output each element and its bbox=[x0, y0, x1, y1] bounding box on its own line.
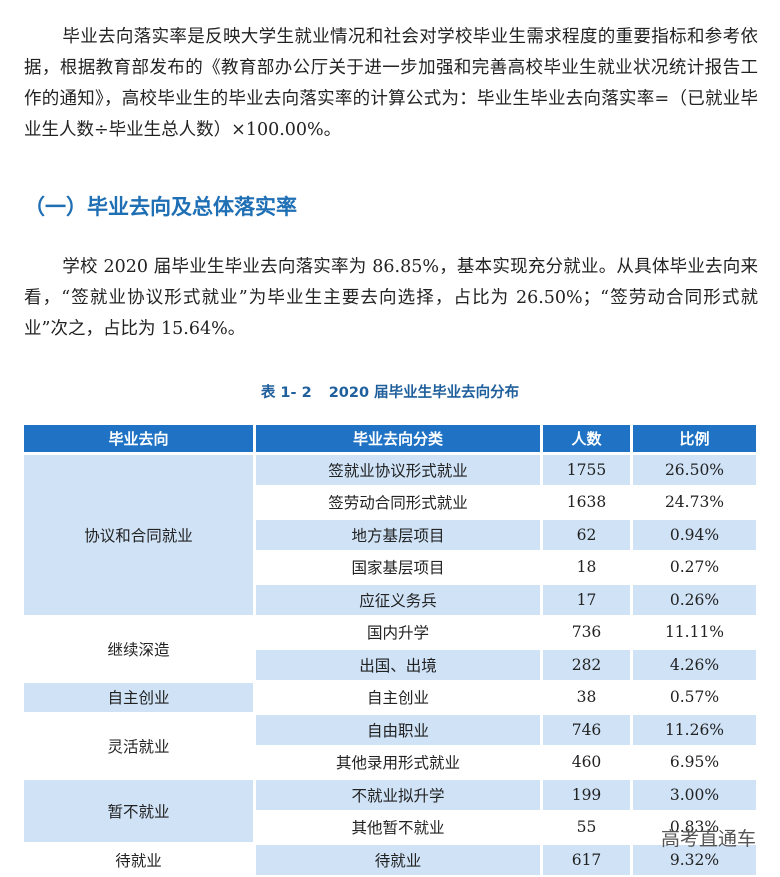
group-agreement-contract: 协议和合同就业 bbox=[24, 455, 253, 615]
table-cell-category: 出国、出境 bbox=[256, 650, 540, 680]
table-cell-ratio: 11.26% bbox=[633, 715, 756, 745]
table-cell-category: 国家基层项目 bbox=[256, 552, 540, 582]
table-cell-count: 55 bbox=[543, 812, 630, 842]
table-cell-category: 应征义务兵 bbox=[256, 585, 540, 615]
table-cell-count: 38 bbox=[543, 682, 630, 712]
table-cell-ratio: 3.00% bbox=[633, 780, 756, 810]
table-cell-count: 199 bbox=[543, 780, 630, 810]
table-cell-category: 国内升学 bbox=[256, 617, 540, 647]
table-cell-count: 1755 bbox=[543, 455, 630, 485]
table-cell-ratio: 0.94% bbox=[633, 520, 756, 550]
table-cell-count: 17 bbox=[543, 585, 630, 615]
table-cell-count: 460 bbox=[543, 747, 630, 777]
header-ratio: 比例 bbox=[633, 425, 756, 452]
group-further-study: 继续深造 bbox=[24, 617, 253, 680]
table-cell-count: 18 bbox=[543, 552, 630, 582]
group-self-employed: 自主创业 bbox=[24, 682, 253, 712]
table-cell-count: 282 bbox=[543, 650, 630, 680]
table-cell-ratio: 9.32% bbox=[633, 845, 756, 875]
table-cell-ratio: 24.73% bbox=[633, 487, 756, 517]
header-count: 人数 bbox=[543, 425, 630, 452]
watermark: 高考直通车 bbox=[660, 828, 756, 850]
table-cell-count: 746 bbox=[543, 715, 630, 745]
table-cell-ratio: 0.27% bbox=[633, 552, 756, 582]
table-cell-count: 617 bbox=[543, 845, 630, 875]
table-cell-ratio: 11.11% bbox=[633, 617, 756, 647]
table-cell-count: 62 bbox=[543, 520, 630, 550]
table-cell-category: 其他暂不就业 bbox=[256, 812, 540, 842]
table-cell-ratio: 0.83% bbox=[633, 812, 756, 842]
table-cell-count: 1638 bbox=[543, 487, 630, 517]
table-cell-ratio: 0.57% bbox=[633, 682, 756, 712]
group-not-employed: 暂不就业 bbox=[24, 780, 253, 842]
table-cell-ratio: 0.26% bbox=[633, 585, 756, 615]
table-cell-ratio: 6.95% bbox=[633, 747, 756, 777]
table-cell-category: 签劳动合同形式就业 bbox=[256, 487, 540, 517]
table-cell-count: 736 bbox=[543, 617, 630, 647]
section-title: （一）毕业去向及总体落实率 bbox=[24, 195, 297, 219]
table-caption-number: 表 1- 2 bbox=[260, 385, 312, 401]
table-cell-category: 自由职业 bbox=[256, 715, 540, 745]
group-flexible: 灵活就业 bbox=[24, 715, 253, 777]
group-awaiting: 待就业 bbox=[24, 845, 253, 875]
destination-table: 毕业去向 毕业去向分类 人数 比例 协议和合同就业 继续深造 自主创业 灵活就业… bbox=[24, 425, 756, 875]
section-paragraph: 学校 2020 届毕业生毕业去向落实率为 86.85%，基本实现充分就业。从具体… bbox=[24, 257, 758, 339]
table-cell-category: 其他录用形式就业 bbox=[256, 747, 540, 777]
table-cell-category: 地方基层项目 bbox=[256, 520, 540, 550]
header-category: 毕业去向分类 bbox=[256, 425, 540, 452]
table-caption-title: 2020 届毕业生毕业去向分布 bbox=[328, 385, 520, 401]
table-cell-category: 不就业拟升学 bbox=[256, 780, 540, 810]
table-cell-ratio: 4.26% bbox=[633, 650, 756, 680]
intro-paragraph: 毕业去向落实率是反映大学生就业情况和社会对学校毕业生需求程度的重要指标和参考依据… bbox=[24, 27, 758, 140]
header-destination: 毕业去向 bbox=[24, 425, 253, 452]
table-caption: 表 1- 2 2020 届毕业生毕业去向分布 bbox=[0, 381, 780, 402]
table-cell-category: 待就业 bbox=[256, 845, 540, 875]
table-cell-ratio: 26.50% bbox=[633, 455, 756, 485]
table-cell-category: 自主创业 bbox=[256, 682, 540, 712]
table-cell-category: 签就业协议形式就业 bbox=[256, 455, 540, 485]
